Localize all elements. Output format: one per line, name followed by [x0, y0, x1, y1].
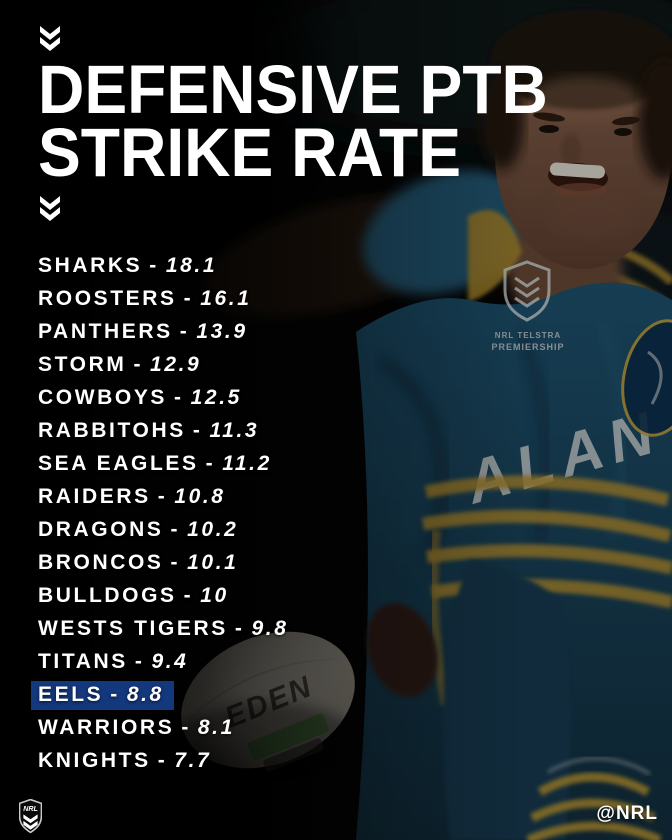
team-separator: -	[234, 617, 245, 640]
team-value: 7.7	[174, 749, 212, 772]
team-name: ROOSTERS	[38, 287, 177, 310]
team-name: SHARKS	[38, 254, 143, 277]
team-row-inner: WESTS TIGERS - 9.8	[31, 615, 298, 644]
team-row: DRAGONS - 10.2	[38, 514, 298, 547]
team-row: RAIDERS - 10.8	[38, 481, 298, 514]
team-row: KNIGHTS - 7.7	[38, 745, 298, 778]
team-value: 8.1	[197, 716, 235, 739]
team-separator: -	[157, 749, 168, 772]
page-title: DEFENSIVE PTB STRIKE RATE	[38, 51, 548, 191]
team-row-inner: SEA EAGLES - 11.2	[31, 450, 282, 479]
nrl-shield-logo: NRL	[19, 799, 42, 833]
team-value: 8.8	[126, 683, 164, 706]
team-separator: -	[133, 353, 144, 376]
team-separator: -	[179, 320, 190, 343]
team-name: STORM	[38, 353, 127, 376]
team-separator: -	[170, 551, 181, 574]
team-separator: -	[183, 584, 194, 607]
team-row: COWBOYS - 12.5	[38, 382, 298, 415]
team-value: 11.2	[222, 452, 272, 475]
team-separator: -	[170, 518, 181, 541]
team-row-inner: BRONCOS - 10.1	[31, 549, 248, 578]
team-separator: -	[205, 452, 216, 475]
team-name: WESTS TIGERS	[38, 617, 228, 640]
team-row-inner: TITANS - 9.4	[31, 648, 198, 677]
team-row-inner: COWBOYS - 12.5	[31, 384, 252, 413]
team-name: COWBOYS	[38, 386, 168, 409]
team-value: 18.1	[165, 254, 218, 277]
team-row: STORM - 12.9	[38, 349, 298, 382]
team-row: WESTS TIGERS - 9.8	[38, 613, 298, 646]
team-row: PANTHERS - 13.9	[38, 316, 298, 349]
team-row: SHARKS - 18.1	[38, 250, 298, 283]
team-separator: -	[110, 683, 120, 706]
team-row-inner: ROOSTERS - 16.1	[31, 285, 262, 314]
team-value: 10.2	[187, 518, 239, 541]
team-name: SEA EAGLES	[38, 452, 199, 475]
team-row: BRONCOS - 10.1	[38, 547, 298, 580]
team-value: 16.1	[200, 287, 252, 310]
nrl-logo-text: NRL	[23, 805, 38, 813]
team-row: RABBITOHS - 11.3	[38, 415, 298, 448]
team-separator: -	[181, 716, 191, 739]
team-row-inner: STORM - 12.9	[31, 351, 211, 380]
team-name: TITANS	[38, 650, 128, 673]
team-name: DRAGONS	[38, 518, 164, 541]
team-row: ROOSTERS - 16.1	[38, 283, 298, 316]
team-name: RAIDERS	[38, 485, 151, 508]
team-row: BULLDOGS - 10	[38, 580, 298, 613]
team-row: EELS - 8.8	[31, 679, 298, 712]
team-row-inner: SHARKS - 18.1	[31, 252, 227, 281]
team-row-inner: DRAGONS - 10.2	[31, 516, 248, 545]
team-row-inner: KNIGHTS - 7.7	[31, 747, 221, 776]
team-row: TITANS - 9.4	[38, 646, 298, 679]
nrl-watermark: @NRL	[596, 803, 658, 824]
team-row: SEA EAGLES - 11.2	[38, 448, 298, 481]
team-row-inner: PANTHERS - 13.9	[31, 318, 258, 347]
team-name: EELS	[38, 683, 104, 706]
team-value: 10.8	[174, 485, 226, 508]
double-chevron-down-icon	[40, 26, 60, 51]
team-row-inner: EELS - 8.8	[31, 681, 174, 710]
team-row-inner: RABBITOHS - 11.3	[31, 417, 269, 446]
team-separator: -	[134, 650, 145, 673]
team-value: 10.1	[187, 551, 239, 574]
double-chevron-down-icon	[40, 196, 60, 221]
title-line1: DEFENSIVE PTB	[38, 51, 548, 128]
team-name: RABBITOHS	[38, 419, 186, 442]
team-value: 10	[200, 584, 229, 607]
team-row-inner: RAIDERS - 10.8	[31, 483, 236, 512]
team-separator: -	[157, 485, 168, 508]
team-row: WARRIORS - 8.1	[38, 712, 298, 745]
team-name: WARRIORS	[38, 716, 175, 739]
team-row-inner: WARRIORS - 8.1	[31, 714, 245, 743]
team-row-inner: BULLDOGS - 10	[31, 582, 239, 611]
team-separator: -	[174, 386, 184, 409]
team-value: 9.8	[251, 617, 289, 640]
team-name: KNIGHTS	[38, 749, 151, 772]
team-value: 13.9	[196, 320, 248, 343]
team-separator: -	[183, 287, 194, 310]
team-separator: -	[149, 254, 159, 277]
team-value: 12.9	[150, 353, 202, 376]
team-value: 11.3	[209, 419, 260, 442]
team-name: PANTHERS	[38, 320, 173, 343]
team-separator: -	[192, 419, 203, 442]
title-line2: STRIKE RATE	[38, 114, 462, 191]
team-name: BRONCOS	[38, 551, 164, 574]
team-name: BULLDOGS	[38, 584, 177, 607]
team-list: SHARKS - 18.1 ROOSTERS - 16.1 PANTHERS -…	[31, 250, 298, 778]
team-value: 9.4	[151, 650, 189, 673]
team-value: 12.5	[190, 386, 242, 409]
